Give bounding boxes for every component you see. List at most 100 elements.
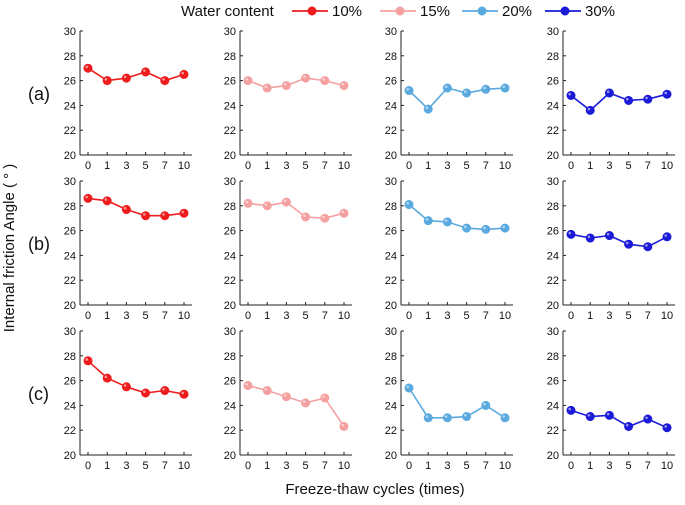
data-point [566, 229, 576, 239]
y-tick-label: 30 [547, 26, 559, 38]
y-tick-label: 22 [547, 125, 559, 137]
data-point-highlight [645, 416, 648, 420]
data-point-highlight [245, 382, 248, 386]
panel-b-30pct: 20 22 24 26 28 30 0 1 3 5 7 10 [547, 176, 675, 322]
y-tick-label: 24 [224, 100, 236, 112]
y-tick-label: 28 [547, 51, 559, 63]
panel-c-30pct: 20 22 24 26 28 30 0 1 3 5 7 10 [547, 326, 675, 472]
data-point [243, 381, 253, 391]
panel-a-15pct: 20 22 24 26 28 30 0 1 3 5 7 10 [224, 26, 352, 172]
panel-c-20pct: 20 22 24 26 28 30 0 1 3 5 7 10 [385, 326, 513, 472]
y-tick-label: 22 [64, 275, 76, 287]
y-tick-label: 30 [224, 26, 236, 38]
data-point [160, 386, 170, 396]
y-tick-label: 28 [224, 51, 236, 63]
y-tick-label: 22 [385, 425, 397, 437]
y-tick-label: 24 [224, 400, 236, 412]
y-tick-label: 24 [64, 400, 76, 412]
data-point-highlight [587, 107, 591, 111]
x-tick-label: 5 [626, 460, 632, 472]
data-point [339, 421, 349, 431]
y-tick-label: 30 [224, 176, 236, 188]
data-point-highlight [626, 97, 629, 101]
x-tick-label: 1 [104, 460, 110, 472]
data-point [281, 392, 291, 402]
x-tick-label: 10 [338, 460, 350, 472]
x-tick-label: 5 [464, 460, 470, 472]
data-point-highlight [464, 225, 467, 229]
data-point [442, 83, 452, 93]
y-tick-label: 30 [547, 176, 559, 188]
data-point-highlight [322, 78, 325, 81]
x-tick-label: 0 [85, 160, 91, 172]
y-tick-label: 20 [547, 150, 559, 162]
x-tick-label: 7 [322, 310, 328, 322]
x-tick-label: 5 [143, 160, 149, 172]
x-tick-label: 1 [104, 160, 110, 172]
y-tick-label: 24 [385, 100, 397, 112]
x-tick-label: 7 [483, 310, 489, 322]
data-point [179, 208, 189, 218]
data-point [179, 69, 189, 79]
data-point [160, 76, 170, 86]
data-point-highlight [181, 391, 184, 395]
x-tick-label: 1 [587, 460, 593, 472]
data-point-highlight [303, 400, 306, 403]
y-tick-label: 20 [385, 300, 397, 312]
x-tick-label: 0 [406, 310, 412, 322]
panel-a-20pct: 20 22 24 26 28 30 0 1 3 5 7 10 [385, 26, 513, 172]
y-tick-label: 28 [224, 201, 236, 213]
data-point [141, 388, 151, 398]
x-tick-label: 7 [162, 160, 168, 172]
x-tick-label: 3 [606, 460, 612, 472]
y-tick-label: 28 [385, 351, 397, 363]
legend-item-15pct: 15% [380, 3, 450, 20]
data-point-highlight [606, 232, 610, 236]
data-point-highlight [283, 394, 287, 397]
series-line [408, 203, 506, 231]
legend-item-10pct: 10% [292, 3, 362, 20]
legend-item-20pct: 20% [462, 3, 532, 20]
x-tick-label: 7 [322, 160, 328, 172]
x-tick-label: 5 [303, 160, 309, 172]
data-point-highlight [181, 71, 184, 75]
legend: Water content 10% 15% 20% 30% [181, 3, 615, 20]
x-tick-label: 5 [464, 160, 470, 172]
data-point [624, 239, 634, 249]
y-tick-label: 28 [385, 201, 397, 213]
panel-b-10pct: 20 22 24 26 28 30 0 1 3 5 7 10 [64, 176, 192, 322]
legend-label: 10% [332, 3, 362, 20]
data-point-highlight [626, 241, 629, 245]
data-point-highlight [444, 219, 448, 222]
x-tick-label: 0 [568, 310, 574, 322]
x-tick-label: 0 [406, 460, 412, 472]
data-point-highlight [264, 85, 268, 89]
data-point-highlight [444, 415, 448, 418]
x-tick-label: 10 [499, 460, 511, 472]
x-tick-label: 10 [338, 160, 350, 172]
data-point-highlight [626, 423, 629, 427]
y-tick-label: 22 [547, 425, 559, 437]
data-point-highlight [341, 82, 345, 86]
data-point-highlight [283, 82, 287, 86]
panel-c-15pct: 20 22 24 26 28 30 0 1 3 5 7 10 [224, 326, 352, 472]
x-tick-label: 7 [483, 160, 489, 172]
data-point [500, 223, 510, 233]
y-tick-label: 20 [64, 450, 76, 462]
y-tick-label: 20 [385, 450, 397, 462]
y-tick-label: 26 [385, 226, 397, 238]
data-point-highlight [162, 213, 165, 216]
y-tick-label: 24 [385, 400, 397, 412]
x-tick-label: 1 [425, 160, 431, 172]
data-point [423, 413, 433, 423]
data-point [121, 205, 131, 215]
data-point-highlight [664, 425, 667, 428]
legend-marker [560, 6, 570, 16]
series-line [570, 409, 668, 429]
panel-b-20pct: 20 22 24 26 28 30 0 1 3 5 7 10 [385, 176, 513, 322]
y-tick-label: 20 [224, 450, 236, 462]
y-tick-label: 20 [64, 300, 76, 312]
data-point [281, 81, 291, 91]
series-line [87, 360, 185, 395]
